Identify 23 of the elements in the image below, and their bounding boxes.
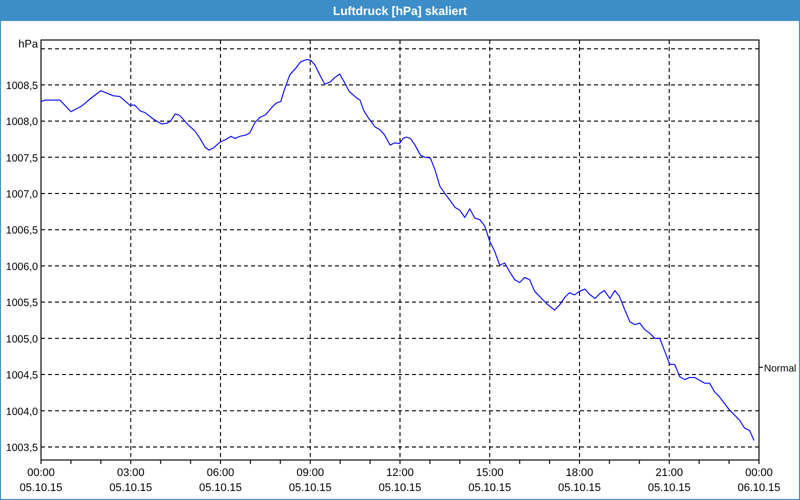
x-tick-label: 03:00 05.10.15 [109,467,152,494]
y-tick-label: 1008,0 [6,116,38,128]
y-tick-label: 1004,0 [6,406,38,418]
x-tick-label: 21:00 05.10.15 [648,467,691,494]
y-axis-title: hPa [18,38,39,51]
y-tick-label: 1008,5 [6,80,38,92]
y-tick-label: 1003,5 [6,442,38,454]
y-tick-label: 1005,0 [6,333,38,346]
y-tick-label: 1005,5 [6,297,38,310]
x-tick-label: 09:00 05.10.15 [288,467,332,494]
y-tick-label: 1006,0 [6,260,38,273]
x-tick-label: 15:00 05.10.15 [468,467,512,494]
y-tick-label: 1006,5 [6,224,38,237]
chart-title: Luftdruck [hPa] skaliert [332,4,468,18]
ref-line-label: Normal [764,363,796,374]
x-tick-label: 12:00 05.10.15 [378,467,422,494]
y-tick-label: 1007,0 [6,188,38,201]
x-tick-label: 00:00 05.10.15 [20,467,62,494]
x-tick-label: 18:00 05.10.15 [558,467,601,494]
y-tick-label: 1007,5 [6,152,38,164]
y-tick-label: 1004,5 [6,370,38,382]
x-tick-label: 00:00 06.10.15 [738,467,780,494]
x-tick-label: 06:00 05.10.15 [199,467,242,494]
